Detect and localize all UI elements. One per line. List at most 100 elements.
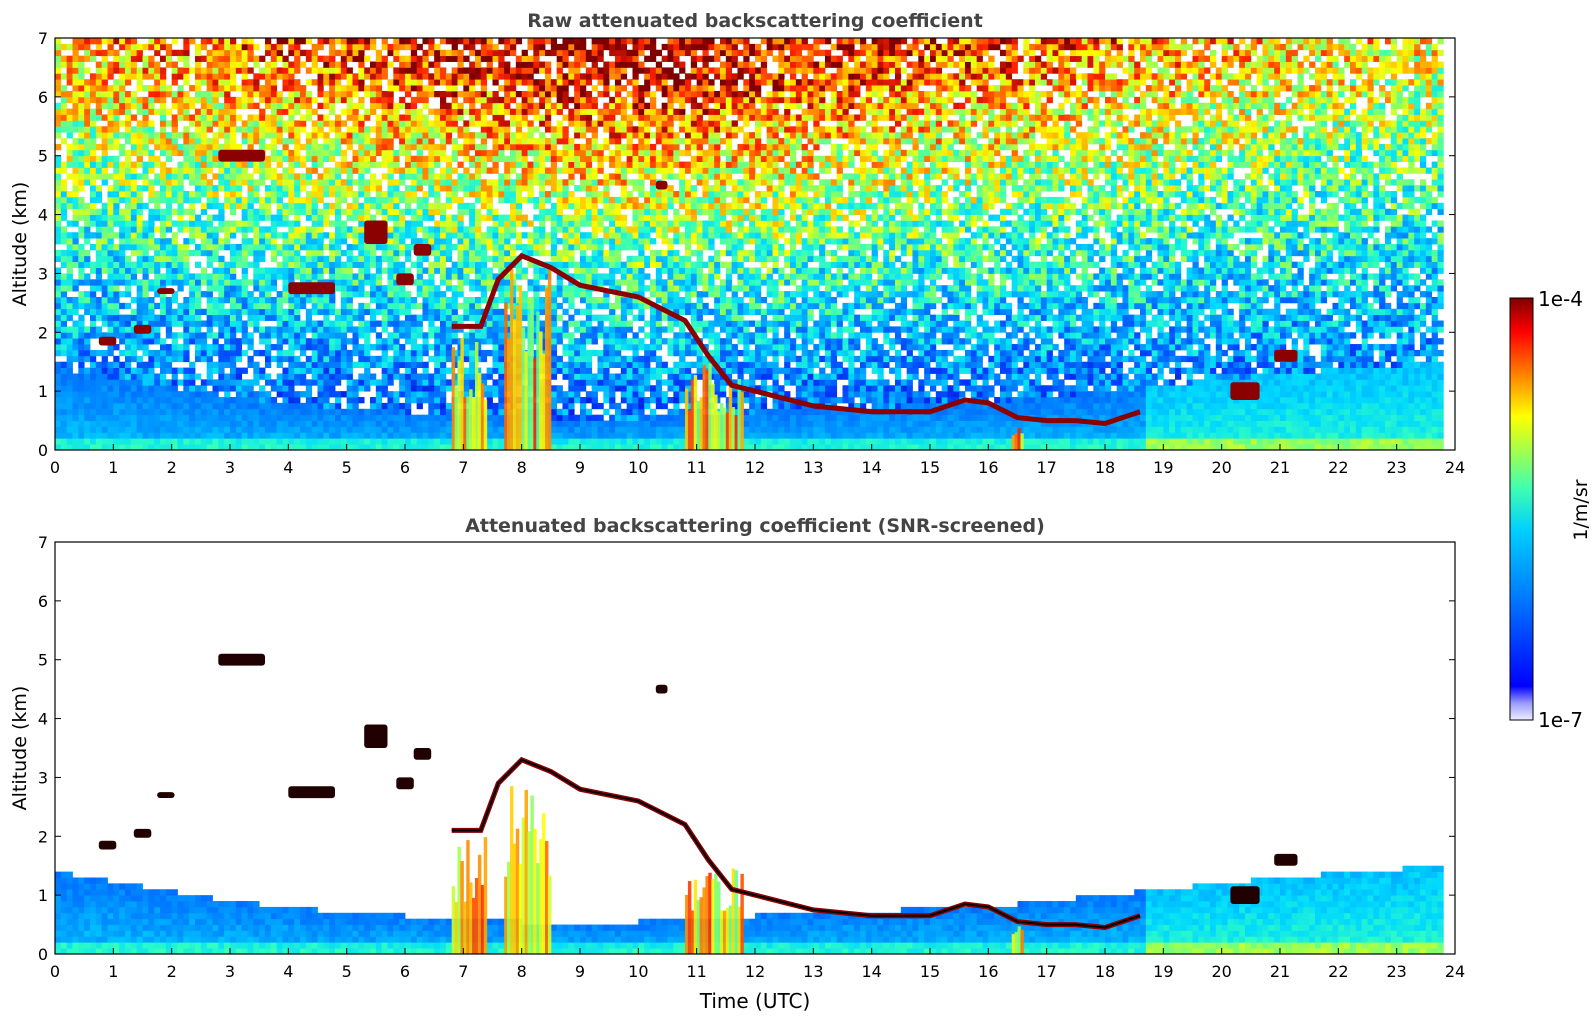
heatmap-cell — [224, 126, 231, 133]
heatmap-cell — [381, 414, 388, 421]
heatmap-cell — [189, 326, 196, 333]
heatmap-cell — [60, 73, 68, 80]
heatmap-cell — [183, 108, 190, 115]
heatmap-cell — [486, 126, 493, 133]
heatmap-cell — [305, 102, 313, 110]
heatmap-cell — [340, 185, 348, 192]
heatmap-cell — [183, 420, 190, 427]
heatmap-cell — [410, 332, 418, 339]
heatmap-cell — [300, 185, 307, 192]
heatmap-cell — [405, 85, 412, 92]
heatmap-cell — [364, 367, 371, 374]
heatmap-cell — [416, 179, 423, 186]
heatmap-cell — [317, 73, 324, 80]
heatmap-cell — [130, 367, 138, 374]
heatmap-cell — [84, 249, 91, 257]
heatmap-cell — [95, 173, 103, 180]
heatmap-cell — [230, 279, 237, 286]
heatmap-cell — [113, 426, 120, 433]
heatmap-cell — [381, 132, 388, 139]
heatmap-cell — [323, 291, 330, 298]
heatmap-cell — [78, 96, 85, 104]
heatmap-cell — [510, 249, 517, 257]
heatmap-cell — [416, 391, 423, 398]
heatmap-cell — [422, 167, 429, 174]
heatmap-cell — [375, 143, 383, 151]
heatmap-cell — [346, 96, 353, 104]
heatmap-cell — [370, 255, 377, 263]
heatmap-cell — [358, 355, 365, 363]
heatmap-cell — [125, 420, 132, 427]
heatmap-cell — [527, 238, 534, 245]
heatmap-cell — [434, 191, 441, 198]
heatmap-cell — [387, 338, 394, 345]
heatmap-cell — [381, 291, 388, 298]
heatmap-cell — [387, 344, 394, 351]
heatmap-cell — [200, 444, 208, 450]
heatmap-cell — [498, 267, 505, 274]
heatmap-cell — [346, 314, 353, 321]
heatmap-cell — [346, 397, 353, 404]
heatmap-cell — [160, 38, 167, 45]
heatmap-cell — [317, 355, 324, 363]
heatmap-cell — [66, 302, 73, 310]
heatmap-cell — [480, 138, 488, 145]
heatmap-cell — [335, 261, 342, 268]
heatmap-cell — [270, 444, 278, 450]
heatmap-cell — [335, 173, 342, 180]
heatmap-cell — [259, 296, 266, 304]
heatmap-cell — [527, 120, 534, 127]
heatmap-cell — [253, 61, 260, 68]
heatmap-cell — [445, 214, 453, 221]
heatmap-cell — [428, 138, 435, 145]
heatmap-cell — [533, 161, 540, 168]
heatmap-cell — [545, 249, 552, 257]
heatmap-cell — [498, 367, 505, 374]
heatmap-cell — [230, 244, 237, 251]
heatmap-cell — [107, 238, 114, 245]
heatmap-cell — [276, 38, 283, 45]
heatmap-cell — [288, 308, 295, 316]
heatmap-cell — [445, 167, 453, 174]
heatmap-cell — [323, 55, 330, 62]
heatmap-cell — [253, 244, 260, 251]
heatmap-cell — [212, 338, 219, 345]
heatmap-cell — [498, 444, 505, 450]
heatmap-cell — [276, 202, 283, 210]
heatmap-cell — [136, 43, 143, 51]
heatmap-cell — [375, 291, 383, 298]
heatmap-cell — [323, 314, 330, 321]
heatmap-cell — [317, 296, 324, 304]
heatmap-cell — [469, 255, 476, 263]
heatmap-cell — [475, 338, 482, 345]
heatmap-cell — [294, 67, 301, 74]
heatmap-cell — [469, 344, 476, 351]
heatmap-cell — [434, 155, 441, 162]
heatmap-cell — [66, 249, 73, 257]
heatmap-cell — [521, 232, 528, 239]
heatmap-cell — [422, 349, 429, 357]
heatmap-cell — [160, 232, 167, 239]
heatmap-cell — [119, 244, 126, 251]
heatmap-cell — [230, 43, 237, 51]
heatmap-cell — [405, 208, 412, 215]
heatmap-cell — [60, 414, 68, 421]
heatmap-cell — [218, 67, 225, 74]
heatmap-cell — [230, 291, 237, 298]
heatmap-cell — [440, 108, 447, 115]
heatmap-cell — [282, 385, 289, 392]
heatmap-cell — [504, 261, 511, 268]
heatmap-cell — [95, 385, 103, 392]
heatmap-cell — [119, 361, 126, 368]
heatmap-cell — [352, 244, 359, 251]
heatmap-cell — [212, 143, 219, 151]
heatmap-cell — [130, 414, 138, 421]
heatmap-cell — [311, 261, 318, 268]
heatmap-cell — [288, 67, 295, 74]
heatmap-cell — [113, 90, 120, 98]
heatmap-cell — [270, 138, 278, 145]
heatmap-cell — [358, 191, 365, 198]
heatmap-cell — [533, 149, 540, 157]
heatmap-cell — [113, 414, 120, 421]
heatmap-cell — [387, 149, 394, 157]
